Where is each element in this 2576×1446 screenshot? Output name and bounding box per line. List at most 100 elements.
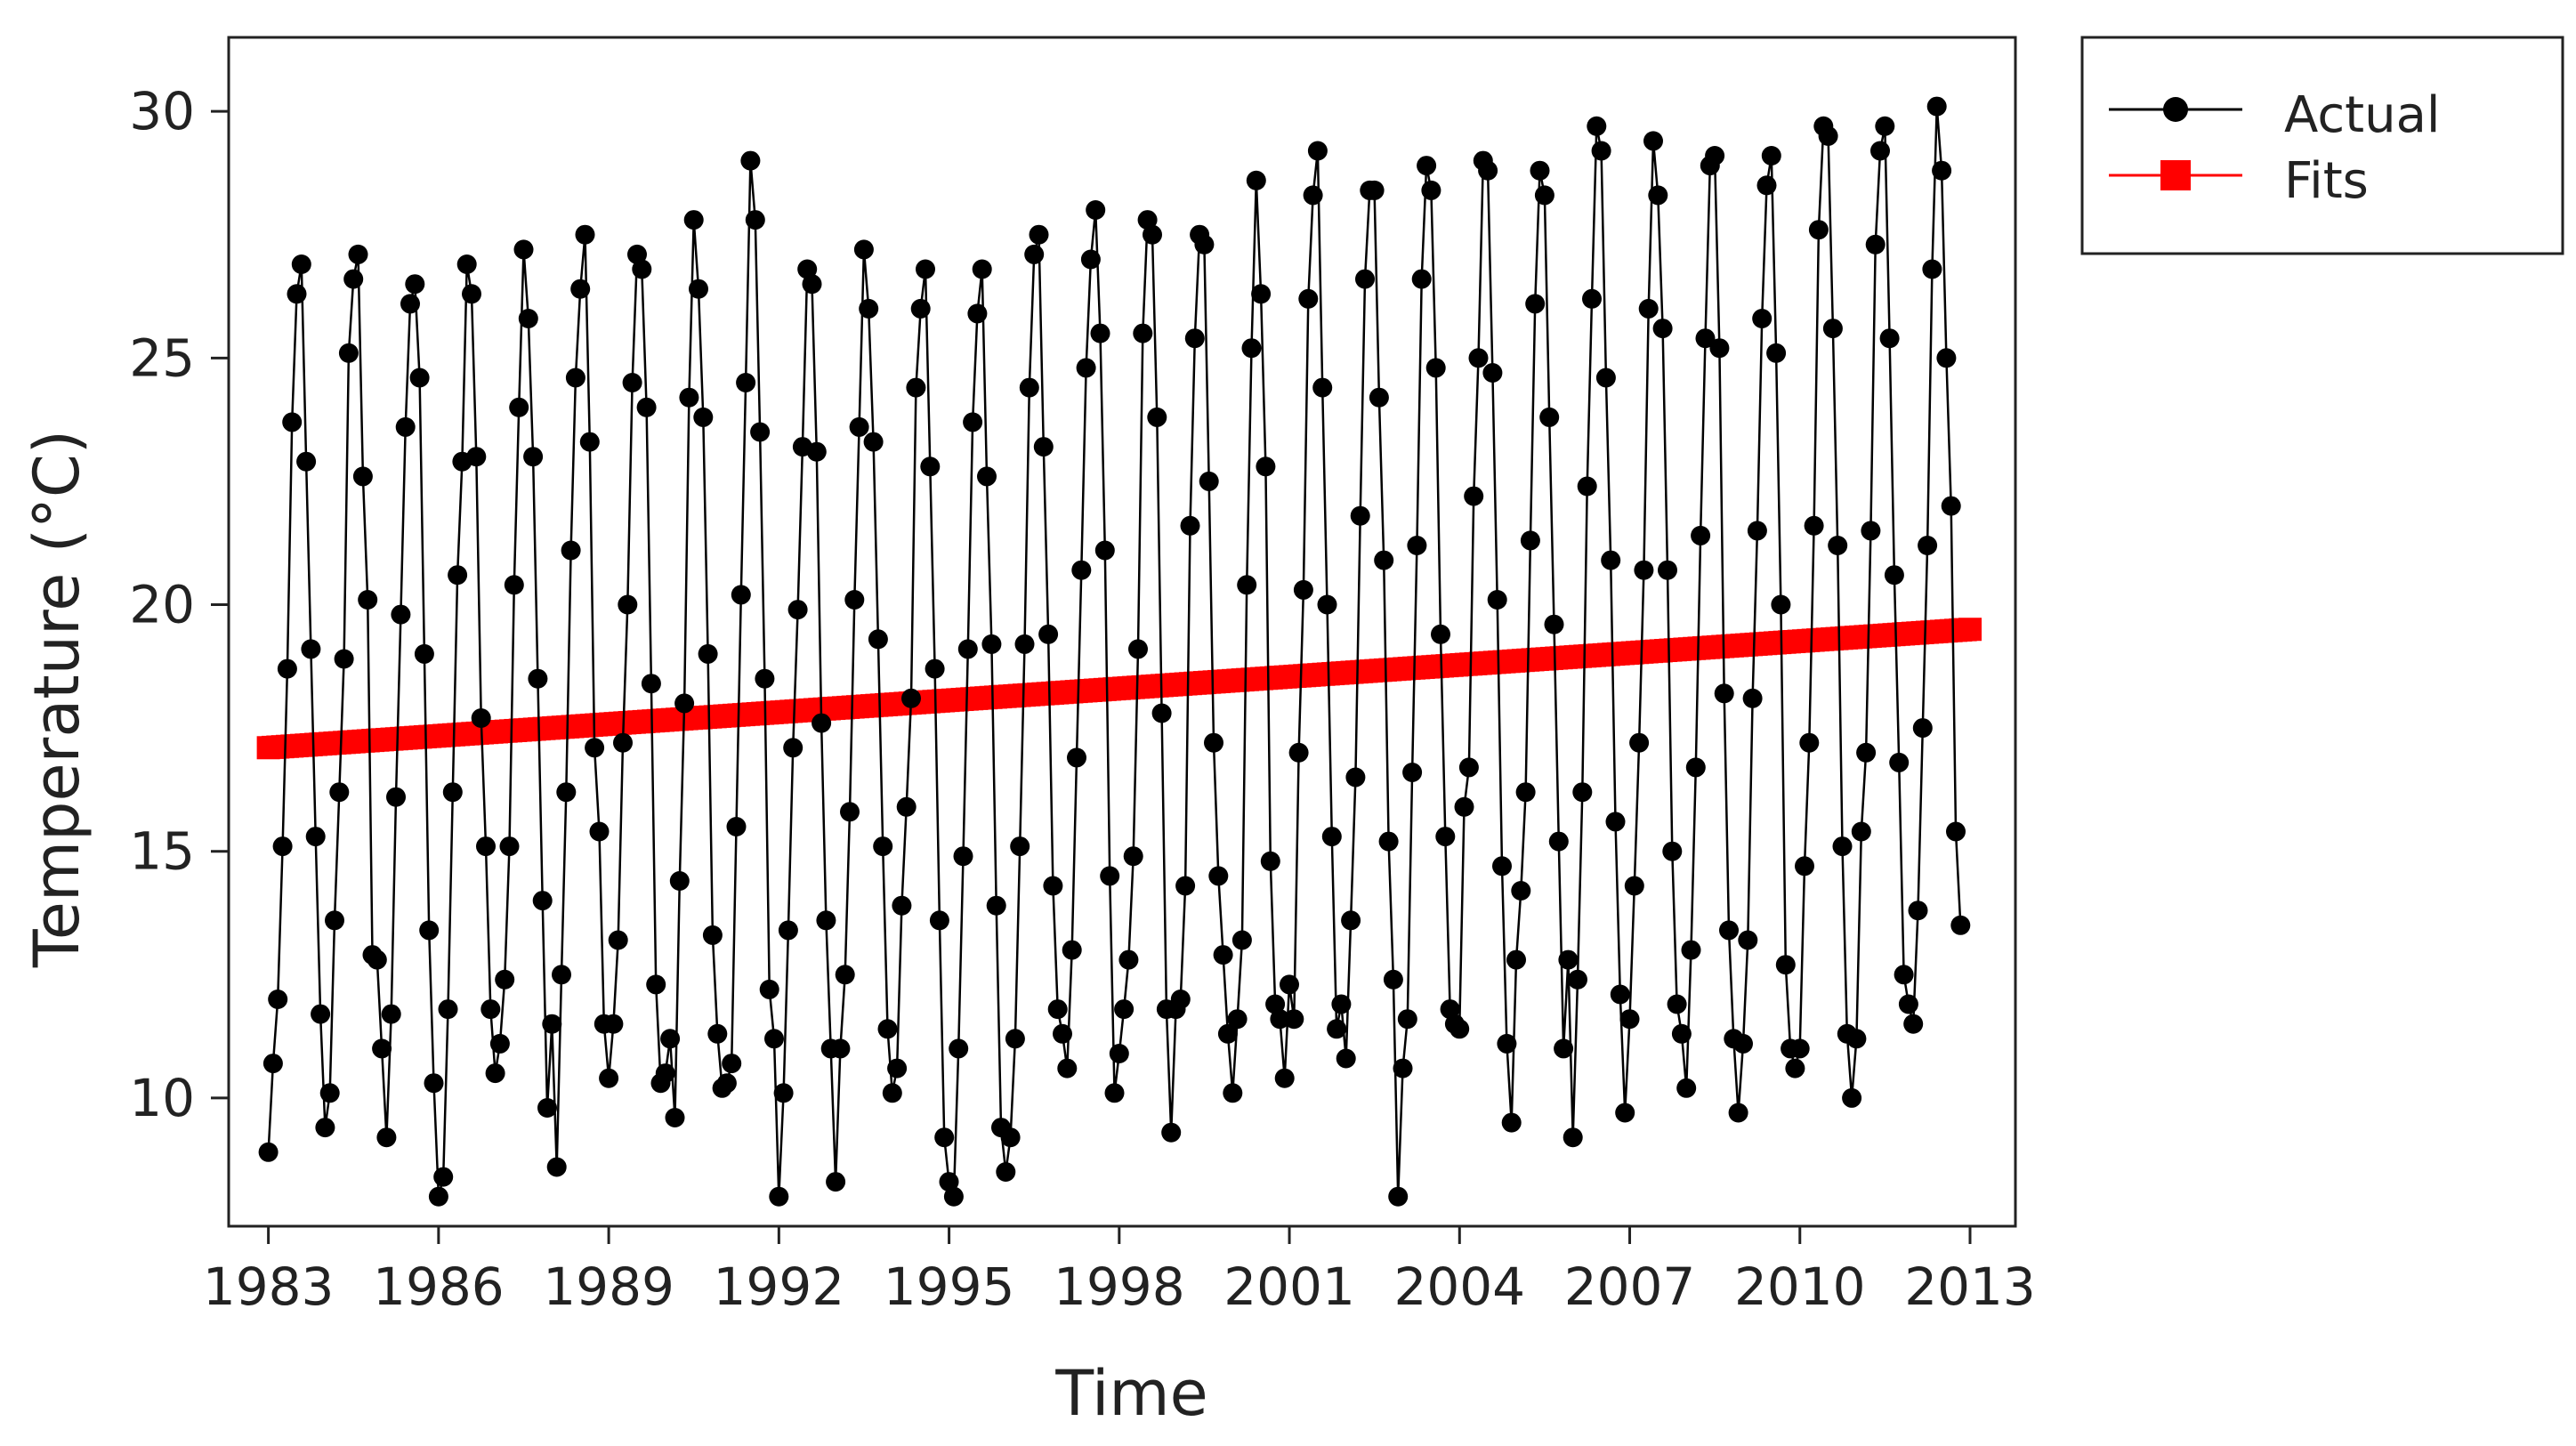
- actual-point: [1231, 930, 1252, 950]
- actual-point: [1204, 732, 1223, 753]
- actual-point: [1515, 782, 1536, 803]
- actual-point: [1094, 540, 1115, 561]
- actual-point: [1227, 1009, 1248, 1030]
- actual-point: [830, 1038, 851, 1059]
- actual-point: [1383, 969, 1403, 990]
- actual-point: [1875, 116, 1895, 136]
- actual-point: [967, 303, 988, 324]
- actual-point: [849, 416, 869, 437]
- actual-point: [1719, 920, 1739, 941]
- actual-point: [1615, 1103, 1635, 1123]
- actual-point: [1903, 1014, 1924, 1034]
- actual-point: [627, 244, 647, 264]
- actual-point: [693, 407, 714, 427]
- fits-point: [1958, 618, 1982, 642]
- actual-point: [745, 210, 765, 230]
- actual-point: [755, 668, 775, 689]
- actual-point: [1265, 994, 1286, 1014]
- actual-point: [1327, 1019, 1347, 1039]
- actual-point: [1435, 827, 1456, 847]
- actual-point: [405, 274, 425, 295]
- actual-point: [910, 298, 931, 319]
- actual-point: [1610, 984, 1630, 1005]
- actual-point: [1421, 180, 1441, 200]
- actual-point: [424, 1073, 444, 1094]
- actual-point: [381, 1004, 401, 1024]
- actual-point: [1109, 1044, 1129, 1063]
- x-tick-label: 1992: [714, 1256, 845, 1317]
- actual-point: [716, 1073, 737, 1094]
- actual-point: [877, 1019, 898, 1039]
- actual-point: [906, 377, 926, 398]
- actual-point: [740, 150, 761, 171]
- x-tick-label: 1998: [1054, 1256, 1185, 1317]
- actual-point: [1307, 141, 1328, 161]
- actual-point: [542, 1014, 562, 1034]
- actual-point: [1487, 590, 1507, 610]
- actual-point: [1450, 1019, 1470, 1039]
- actual-point: [1397, 1009, 1417, 1030]
- actual-point: [826, 1172, 846, 1192]
- actual-point: [1595, 368, 1616, 388]
- actual-point: [1591, 141, 1611, 161]
- actual-point: [1832, 836, 1853, 857]
- actual-point: [348, 244, 368, 264]
- actual-point: [442, 782, 463, 803]
- actual-point: [1180, 515, 1200, 536]
- actual-point: [1118, 949, 1139, 970]
- x-tick-label: 2013: [1904, 1256, 2036, 1317]
- actual-point: [489, 1033, 510, 1054]
- actual-point: [433, 1167, 454, 1187]
- y-axis-label: Temperature (°C): [20, 430, 93, 968]
- actual-point: [1256, 456, 1276, 477]
- actual-point: [769, 1186, 789, 1207]
- actual-point: [1605, 812, 1626, 832]
- actual-point: [1100, 866, 1120, 886]
- actual-point: [471, 708, 491, 728]
- actual-point: [579, 432, 600, 452]
- actual-point: [1926, 96, 1947, 117]
- actual-point: [1199, 471, 1219, 491]
- actual-point: [1274, 1068, 1295, 1088]
- actual-point: [1170, 990, 1191, 1009]
- actual-point: [783, 738, 803, 758]
- actual-point: [674, 693, 695, 714]
- actual-point: [329, 782, 350, 803]
- x-tick-label: 2007: [1564, 1256, 1696, 1317]
- actual-point: [565, 368, 585, 388]
- actual-point: [1143, 224, 1162, 245]
- actual-point: [1071, 560, 1092, 580]
- actual-point: [901, 688, 921, 708]
- actual-point: [367, 949, 387, 970]
- actual-point: [1619, 1009, 1640, 1030]
- actual-point: [1922, 259, 1942, 279]
- actual-point: [589, 821, 610, 842]
- actual-point: [1217, 1023, 1238, 1044]
- actual-point: [840, 802, 860, 822]
- actual-point: [1785, 1058, 1805, 1078]
- actual-point: [1355, 269, 1375, 289]
- actual-point: [1104, 1083, 1125, 1103]
- actual-point: [1808, 220, 1829, 240]
- actual-point: [787, 600, 808, 620]
- actual-point: [325, 910, 344, 931]
- actual-point: [1284, 1009, 1304, 1030]
- actual-point: [1369, 387, 1389, 408]
- actual-point: [480, 999, 501, 1020]
- actual-point: [1184, 328, 1205, 349]
- actual-point: [1946, 821, 1966, 842]
- actual-point: [1293, 579, 1313, 600]
- actual-point: [1761, 146, 1781, 166]
- actual-point: [1520, 530, 1540, 551]
- actual-point: [1908, 901, 1928, 921]
- actual-point: [1544, 614, 1564, 634]
- actual-point: [1728, 1103, 1748, 1123]
- actual-point: [1629, 732, 1650, 753]
- actual-point: [835, 965, 855, 985]
- actual-point: [1312, 377, 1333, 398]
- actual-point: [462, 284, 481, 304]
- x-tick-label: 2001: [1223, 1256, 1355, 1317]
- actual-point: [1587, 116, 1607, 136]
- actual-point: [949, 1038, 969, 1059]
